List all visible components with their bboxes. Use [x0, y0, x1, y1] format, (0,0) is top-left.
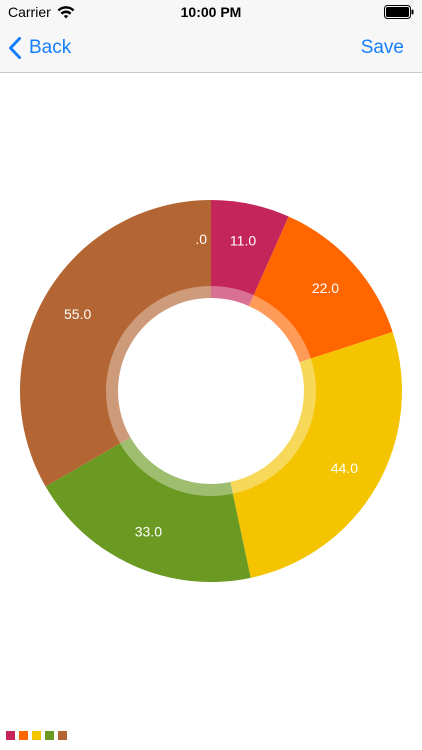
slice-value-label: 22.0 — [312, 280, 339, 296]
wifi-icon — [57, 6, 75, 19]
legend-swatch — [45, 731, 54, 740]
save-button[interactable]: Save — [360, 37, 404, 58]
legend-swatch — [32, 731, 41, 740]
slice-value-label: .0 — [195, 231, 207, 247]
status-time: 10:00 PM — [180, 4, 242, 20]
labels-group: .0 11.0 22.0 44.0 33.0 55.0 — [64, 231, 358, 540]
navigation-bar: Back Save — [0, 24, 422, 73]
back-label: Back — [29, 37, 72, 58]
legend-swatch — [6, 731, 15, 740]
chevron-left-icon — [9, 37, 21, 59]
status-bar: Carrier 10:00 PM — [0, 0, 422, 24]
battery-icon — [384, 5, 414, 19]
legend-swatch — [19, 731, 28, 740]
slice-value-label: 55.0 — [64, 306, 91, 322]
donut-hole — [118, 298, 304, 484]
legend-swatch — [58, 731, 67, 740]
back-button[interactable]: Back — [8, 34, 71, 62]
slice-value-label: 11.0 — [230, 232, 256, 248]
slice-value-label: 44.0 — [331, 460, 358, 476]
legend — [6, 731, 67, 740]
carrier-label: Carrier — [8, 4, 51, 20]
donut-chart: .0 11.0 22.0 44.0 33.0 55.0 — [19, 200, 402, 582]
slice-value-label: 33.0 — [135, 524, 162, 540]
